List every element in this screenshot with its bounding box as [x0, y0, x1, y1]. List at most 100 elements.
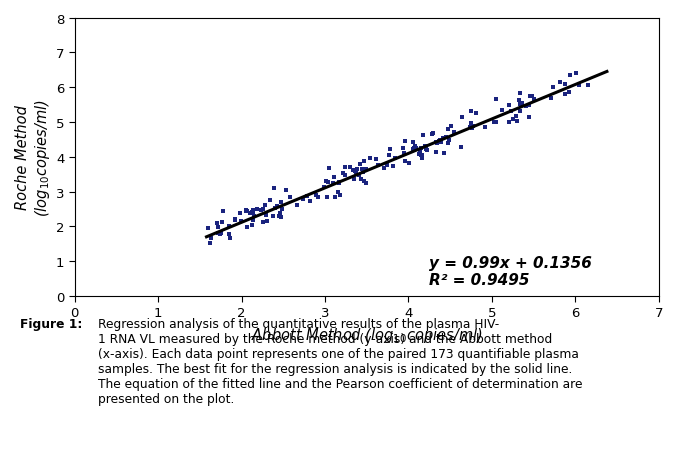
Point [244, 210, 255, 217]
Point [428, 130, 439, 138]
Point [249, 213, 259, 220]
Point [329, 174, 340, 181]
Point [348, 176, 359, 184]
Point [251, 206, 262, 213]
Point [348, 167, 359, 175]
Point [304, 198, 315, 206]
Point [441, 134, 452, 141]
Point [430, 149, 441, 156]
Point [215, 229, 226, 237]
Point [497, 107, 508, 115]
Point [301, 193, 312, 200]
Point [323, 165, 334, 172]
Point [365, 155, 375, 163]
Point [240, 207, 251, 215]
Point [408, 146, 419, 153]
Point [491, 119, 502, 126]
Point [433, 138, 444, 145]
Point [223, 223, 234, 230]
Point [257, 219, 268, 226]
Point [270, 205, 281, 212]
Point [268, 185, 279, 192]
Point [259, 202, 270, 210]
Point [570, 70, 581, 78]
Point [443, 126, 454, 133]
Point [337, 170, 348, 178]
Point [467, 125, 478, 132]
Point [340, 172, 350, 179]
Point [514, 98, 525, 105]
Point [371, 156, 382, 163]
Point [329, 194, 340, 201]
Point [464, 124, 475, 131]
Point [322, 194, 333, 202]
Point [344, 164, 355, 171]
Point [430, 139, 441, 147]
Point [248, 210, 259, 217]
Point [230, 217, 240, 224]
Point [213, 224, 224, 232]
Point [564, 72, 575, 80]
Point [465, 120, 476, 127]
Point [333, 180, 344, 188]
Text: y = 0.99x + 0.1356
R² = 0.9495: y = 0.99x + 0.1356 R² = 0.9495 [429, 255, 592, 288]
Point [352, 166, 363, 173]
Point [247, 222, 258, 229]
Point [280, 188, 291, 195]
Point [359, 177, 369, 185]
Point [204, 239, 215, 247]
Point [383, 152, 394, 160]
Point [436, 139, 447, 147]
Y-axis label: Roche Method
($log_{10}$copies/ml): Roche Method ($log_{10}$copies/ml) [15, 99, 52, 216]
Point [416, 145, 427, 152]
Point [466, 108, 477, 116]
Point [291, 202, 302, 210]
Point [335, 192, 346, 200]
Point [399, 150, 409, 157]
Point [420, 145, 431, 153]
Point [438, 136, 449, 143]
Point [255, 207, 266, 214]
Point [234, 210, 245, 218]
Point [271, 203, 282, 210]
Point [439, 150, 449, 157]
Point [526, 93, 537, 100]
Point [554, 79, 565, 87]
Point [409, 145, 420, 153]
Point [564, 89, 574, 96]
Point [399, 138, 410, 145]
Point [445, 123, 456, 130]
X-axis label: Abbott Method ($log_{10}$copies/ml): Abbott Method ($log_{10}$copies/ml) [251, 325, 483, 344]
Point [559, 91, 570, 98]
Point [268, 213, 278, 220]
Point [212, 220, 223, 227]
Point [217, 219, 227, 227]
Point [217, 207, 228, 215]
Point [246, 209, 257, 217]
Point [241, 208, 252, 215]
Point [488, 119, 499, 126]
Point [435, 137, 445, 144]
Point [508, 117, 519, 124]
Point [357, 169, 368, 176]
Point [583, 82, 593, 89]
Point [337, 169, 348, 177]
Point [414, 150, 425, 158]
Point [415, 149, 426, 156]
Point [407, 139, 418, 146]
Point [285, 194, 295, 201]
Point [517, 100, 528, 107]
Point [443, 138, 454, 145]
Point [265, 197, 276, 204]
Point [448, 129, 459, 136]
Point [277, 206, 288, 214]
Point [404, 160, 415, 167]
Point [319, 184, 330, 192]
Point [397, 145, 408, 152]
Point [355, 161, 366, 168]
Text: Figure 1:: Figure 1: [20, 317, 83, 330]
Point [202, 225, 213, 232]
Point [504, 119, 515, 126]
Point [505, 108, 516, 116]
Point [274, 210, 285, 218]
